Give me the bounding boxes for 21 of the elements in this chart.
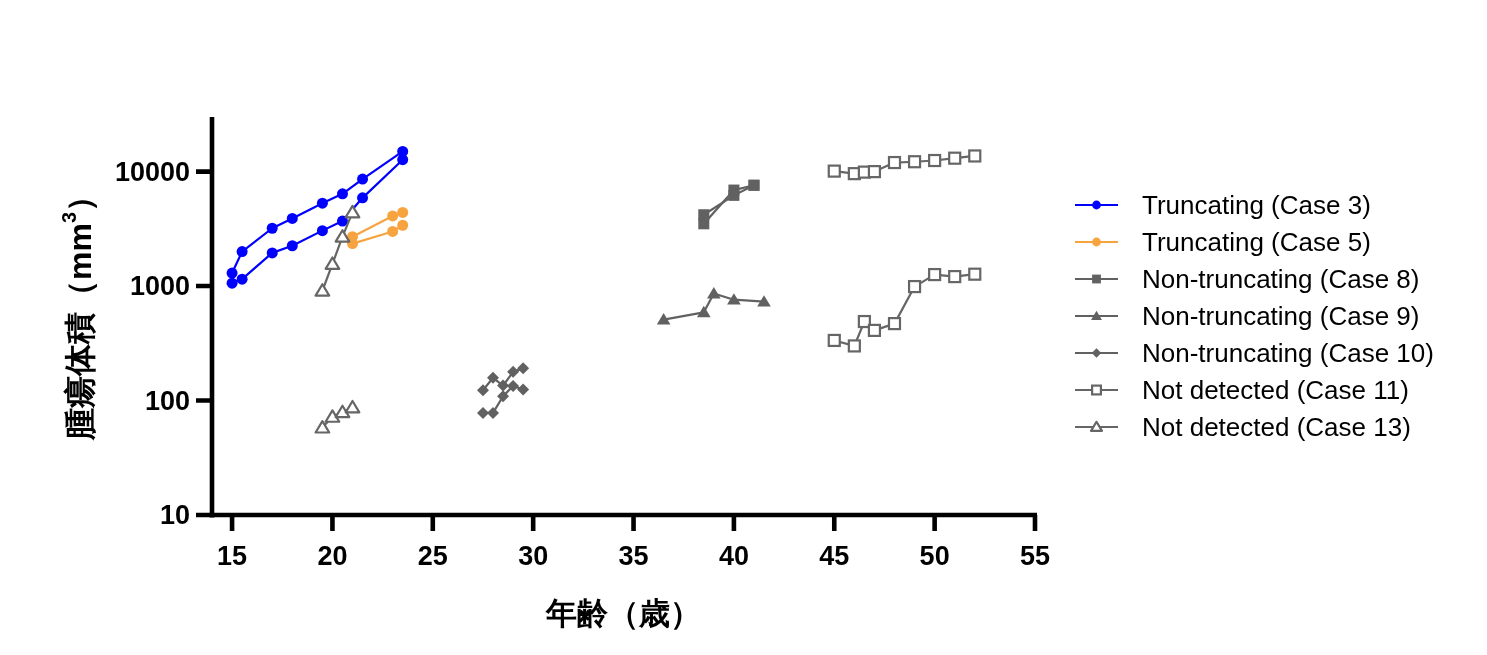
- x-axis-title: 年齢（歳）: [545, 596, 701, 631]
- x-tick-label: 45: [819, 541, 850, 571]
- legend-label: Truncating (Case 3): [1142, 190, 1371, 220]
- x-tick-label: 40: [718, 541, 749, 571]
- x-tick-label: 25: [417, 541, 448, 571]
- y-tick-label: 10000: [114, 156, 190, 187]
- legend-label: Non-truncating (Case 10): [1142, 338, 1434, 368]
- legend-label: Non-truncating (Case 8): [1142, 264, 1420, 294]
- x-tick-label: 35: [618, 541, 649, 571]
- x-tick-label: 55: [1019, 541, 1051, 571]
- y-tick-label: 100: [144, 385, 190, 416]
- y-tick-label: 1000: [129, 271, 190, 302]
- legend-label: Not detected (Case 13): [1142, 412, 1411, 442]
- x-tick-label: 30: [518, 541, 549, 571]
- x-tick-label: 15: [217, 541, 248, 571]
- legend-label: Not detected (Case 11): [1142, 375, 1409, 405]
- x-tick-label: 20: [317, 541, 348, 571]
- y-tick-label: 10: [159, 500, 190, 530]
- legend-label: Truncating (Case 5): [1142, 227, 1371, 257]
- legend-label: Non-truncating (Case 9): [1142, 301, 1420, 331]
- x-tick-label: 50: [919, 541, 950, 571]
